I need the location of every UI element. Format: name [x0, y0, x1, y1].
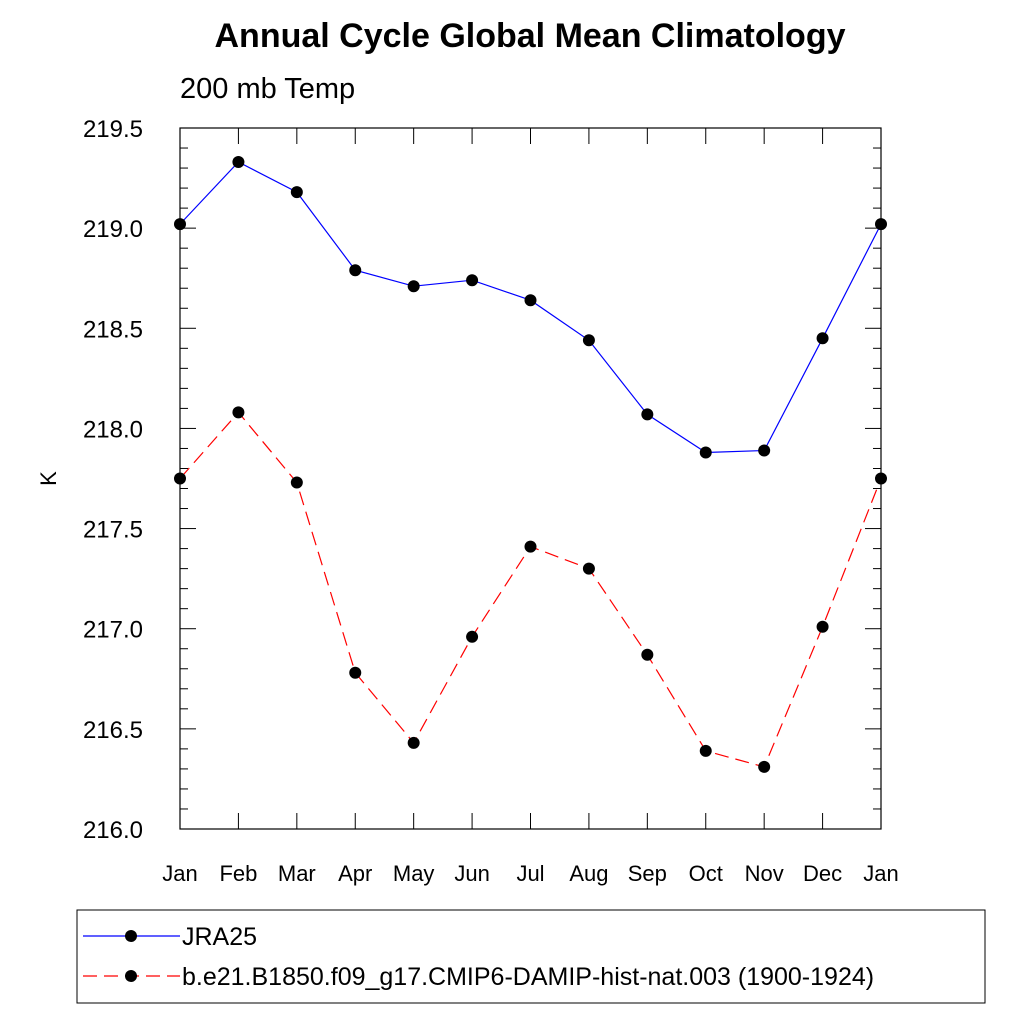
- legend-marker: [125, 970, 137, 982]
- legend-box: [76, 909, 986, 1004]
- legend-entry: JRA25: [83, 923, 257, 951]
- y-tick-label: 217.5: [83, 517, 143, 544]
- data-point: [174, 218, 186, 231]
- data-point: [816, 332, 829, 345]
- data-point: [407, 280, 420, 293]
- data-point: [466, 274, 479, 287]
- data-point: [875, 472, 887, 485]
- y-tick-label: 217.0: [83, 617, 143, 644]
- legend-entry: b.e21.B1850.f09_g17.CMIP6-DAMIP-hist-nat…: [83, 963, 874, 991]
- data-point: [699, 446, 712, 459]
- plot-frame: [179, 127, 882, 830]
- x-tick-label: Dec: [803, 861, 842, 886]
- x-tick-label: Sep: [628, 861, 667, 886]
- x-tick-label: Jan: [863, 861, 898, 886]
- data-point: [290, 476, 303, 489]
- series-2: [174, 406, 887, 773]
- legend-marker: [125, 930, 137, 942]
- legend-label: b.e21.B1850.f09_g17.CMIP6-DAMIP-hist-nat…: [182, 963, 874, 991]
- x-tick-label: May: [393, 861, 435, 886]
- legend-label: JRA25: [182, 923, 257, 951]
- chart-title: Annual Cycle Global Mean Climatology: [215, 17, 846, 55]
- data-point: [758, 444, 771, 457]
- x-tick-label: Nov: [745, 861, 784, 886]
- x-tick-label: Mar: [278, 861, 316, 886]
- y-tick-label: 216.5: [83, 717, 143, 744]
- data-point: [232, 406, 245, 419]
- x-tick-label: Jan: [162, 861, 197, 886]
- legend: JRA25 b.e21.B1850.f09_g17.CMIP6-DAMIP-his…: [76, 909, 986, 1004]
- x-tick-label: Jun: [454, 861, 489, 886]
- y-tick-label: 218.0: [83, 416, 143, 443]
- series-1: [174, 156, 887, 459]
- chart-subtitle: 200 mb Temp: [180, 73, 355, 105]
- data-point: [641, 408, 654, 421]
- data-point: [232, 156, 245, 169]
- y-tick-label: 216.0: [83, 817, 143, 844]
- plot-area: 216.0 216.5 217.0 217.5 218.0 218.5 219.0 219.5…: [83, 116, 899, 886]
- x-tick-label: Feb: [219, 861, 257, 886]
- data-point: [174, 472, 186, 485]
- series-line: [179, 161, 882, 454]
- y-tick-label: 218.5: [83, 316, 143, 343]
- data-point: [758, 760, 771, 773]
- data-point: [699, 744, 712, 757]
- data-point: [349, 666, 362, 679]
- data-point: [524, 294, 537, 307]
- series-line: [179, 411, 882, 768]
- data-point: [582, 334, 595, 347]
- y-tick-label: 219.5: [83, 116, 143, 143]
- data-point: [524, 540, 537, 553]
- data-point: [290, 186, 303, 199]
- data-point: [816, 620, 829, 633]
- data-point: [466, 630, 479, 643]
- data-point: [641, 648, 654, 661]
- data-point: [582, 562, 595, 575]
- data-point: [349, 264, 362, 277]
- x-tick-label: Jul: [516, 861, 544, 886]
- x-tick-label: Aug: [569, 861, 608, 886]
- x-tick-label: Apr: [338, 861, 372, 886]
- y-tick-label: 219.0: [83, 216, 143, 243]
- data-point: [875, 218, 887, 231]
- series-layer: [174, 156, 887, 773]
- x-tick-label: Oct: [689, 861, 723, 886]
- y-axis-label: K: [36, 471, 61, 486]
- data-point: [407, 736, 420, 749]
